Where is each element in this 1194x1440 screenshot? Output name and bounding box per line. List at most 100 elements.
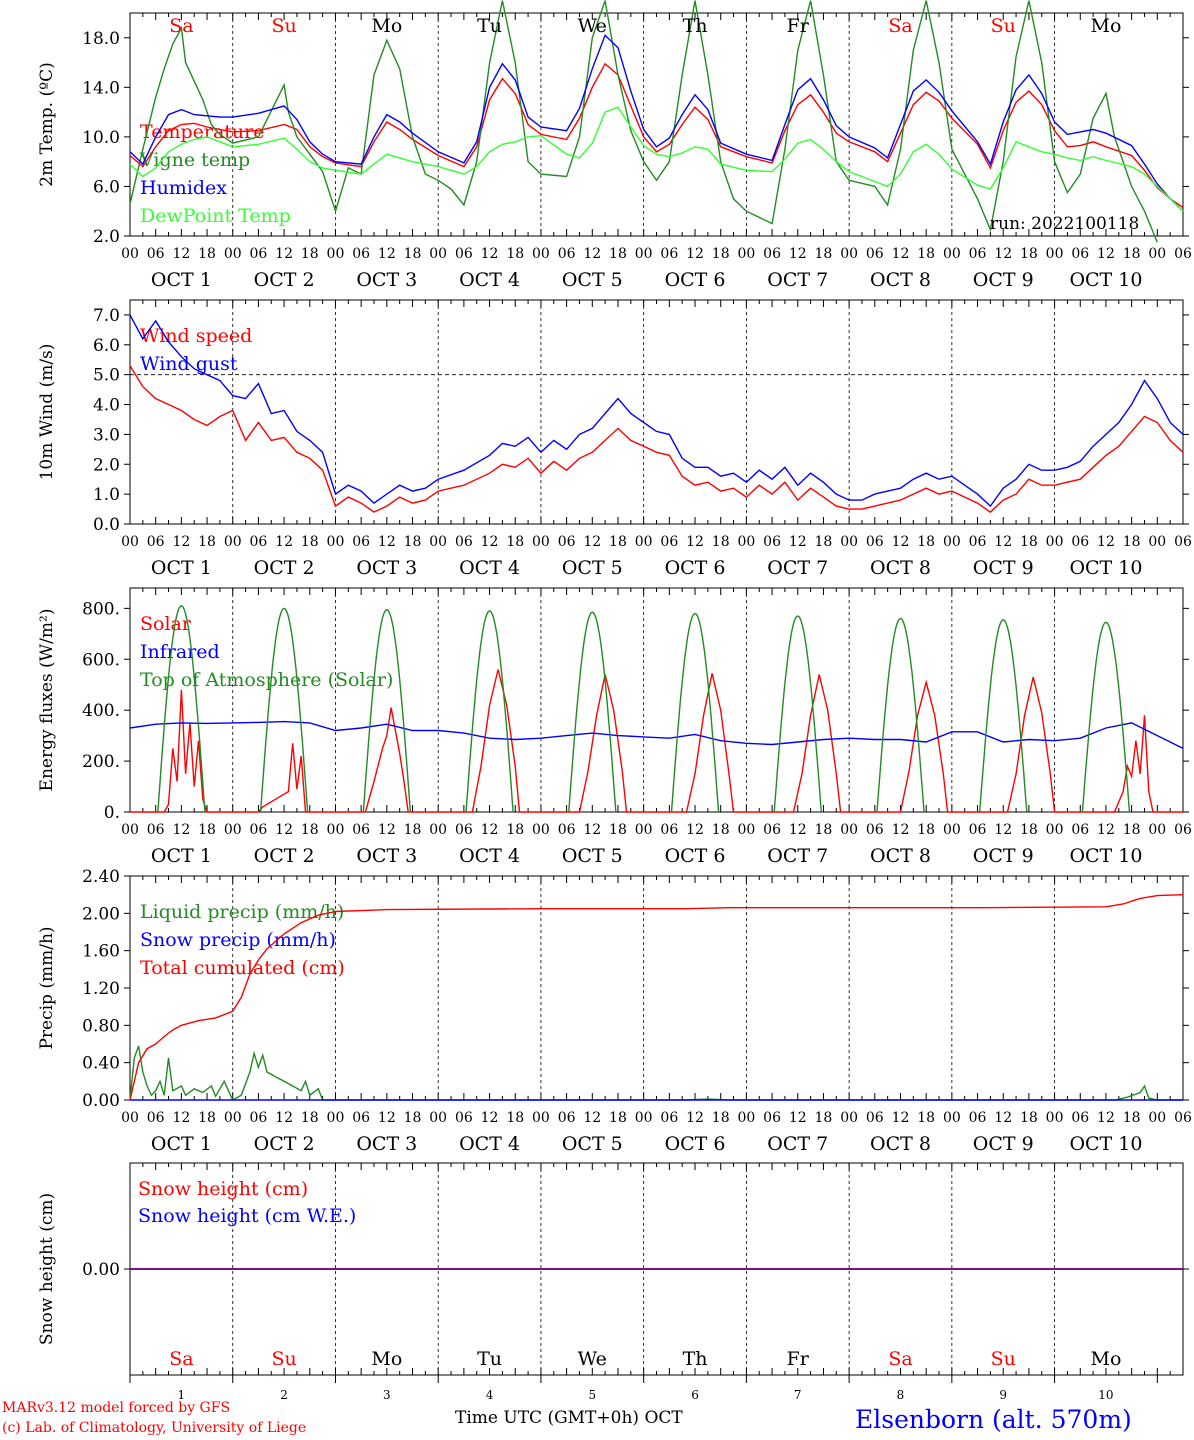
y-tick-label: 7.0 <box>93 306 120 326</box>
y-tick-label: 0.80 <box>82 1016 120 1036</box>
hour-tick-label: 18 <box>609 534 627 550</box>
day-date-label: OCT 3 <box>356 557 417 579</box>
hour-tick-label: 00 <box>429 822 447 838</box>
hour-tick-label: 18 <box>404 1110 422 1126</box>
hour-tick-label: 12 <box>481 822 499 838</box>
day-number-label: 7 <box>794 1388 802 1402</box>
hour-tick-label: 06 <box>866 534 884 550</box>
hour-tick-label: 00 <box>121 534 139 550</box>
day-date-label: OCT 8 <box>870 845 931 867</box>
hour-tick-label: 12 <box>481 534 499 550</box>
y-tick-label: 400. <box>82 701 120 721</box>
day-date-label: OCT 9 <box>973 269 1034 291</box>
hour-tick-label: 12 <box>892 822 910 838</box>
hour-tick-label: 00 <box>943 246 961 262</box>
hour-tick-label: 18 <box>404 822 422 838</box>
day-date-label: OCT 10 <box>1069 269 1142 291</box>
legend-entry: DewPoint Temp <box>140 205 291 227</box>
day-of-week-label: Sa <box>888 1348 912 1370</box>
day-date-label: OCT 3 <box>356 1133 417 1155</box>
hour-tick-label: 18 <box>609 822 627 838</box>
hour-tick-label: 18 <box>1020 246 1038 262</box>
day-date-label: OCT 7 <box>767 557 828 579</box>
hour-tick-label: 00 <box>532 246 550 262</box>
hour-tick-label: 00 <box>532 534 550 550</box>
day-number-label: 5 <box>588 1388 596 1402</box>
y-tick-label: 1.20 <box>82 979 120 999</box>
hour-tick-label: 00 <box>224 534 242 550</box>
hour-tick-label: 18 <box>917 1110 935 1126</box>
day-date-label: OCT 1 <box>151 1133 212 1155</box>
hour-tick-label: 00 <box>429 246 447 262</box>
hour-tick-label: 00 <box>943 534 961 550</box>
hour-tick-label: 18 <box>609 1110 627 1126</box>
day-date-label: OCT 6 <box>665 1133 726 1155</box>
hour-tick-label: 00 <box>635 246 653 262</box>
hour-tick-label: 06 <box>455 822 473 838</box>
hour-tick-label: 18 <box>815 1110 833 1126</box>
hour-tick-label: 06 <box>1174 534 1192 550</box>
hour-tick-label: 18 <box>198 534 216 550</box>
hour-tick-label: 00 <box>737 534 755 550</box>
day-date-label: OCT 6 <box>665 557 726 579</box>
day-of-week-label: Th <box>683 15 708 37</box>
hour-tick-label: 06 <box>660 822 678 838</box>
hour-tick-label: 18 <box>815 822 833 838</box>
hour-tick-label: 06 <box>866 1110 884 1126</box>
day-date-label: OCT 10 <box>1069 845 1142 867</box>
hour-tick-label: 06 <box>455 534 473 550</box>
hour-tick-label: 12 <box>1097 1110 1115 1126</box>
hour-tick-label: 12 <box>378 1110 396 1126</box>
hour-tick-label: 06 <box>660 534 678 550</box>
hour-tick-label: 06 <box>1174 822 1192 838</box>
hour-tick-label: 12 <box>994 822 1012 838</box>
hour-tick-label: 00 <box>840 1110 858 1126</box>
hour-tick-label: 12 <box>583 1110 601 1126</box>
day-date-label: OCT 5 <box>562 269 623 291</box>
hour-tick-label: 00 <box>840 822 858 838</box>
day-date-label: OCT 9 <box>973 845 1034 867</box>
hour-tick-label: 06 <box>866 246 884 262</box>
day-date-label: OCT 7 <box>767 269 828 291</box>
hour-tick-label: 06 <box>250 822 268 838</box>
hour-tick-label: 06 <box>1174 246 1192 262</box>
hour-tick-label: 00 <box>327 246 345 262</box>
hour-tick-label: 00 <box>1046 246 1064 262</box>
hour-tick-label: 18 <box>712 534 730 550</box>
legend-entry: Wind speed <box>140 325 252 347</box>
hour-tick-label: 12 <box>172 246 190 262</box>
hour-tick-label: 00 <box>224 1110 242 1126</box>
day-date-label: OCT 10 <box>1069 557 1142 579</box>
y-tick-label: 1.0 <box>93 485 120 505</box>
hour-tick-label: 12 <box>1097 534 1115 550</box>
day-date-label: OCT 1 <box>151 269 212 291</box>
hour-tick-label: 12 <box>583 534 601 550</box>
hour-tick-label: 06 <box>455 1110 473 1126</box>
y-axis-label: 2m Temp. (ºC) <box>37 62 57 187</box>
y-tick-label: 800. <box>82 599 120 619</box>
series-line-wind-speed <box>129 365 1184 513</box>
day-date-label: OCT 5 <box>562 1133 623 1155</box>
hour-tick-label: 18 <box>609 246 627 262</box>
day-of-week-label: Mo <box>1090 15 1121 37</box>
day-date-label: OCT 7 <box>767 845 828 867</box>
hour-tick-label: 18 <box>1020 1110 1038 1126</box>
hour-tick-label: 12 <box>275 246 293 262</box>
hour-tick-label: 06 <box>1071 1110 1089 1126</box>
hour-tick-label: 12 <box>481 1110 499 1126</box>
hour-tick-label: 18 <box>1123 534 1141 550</box>
hour-tick-label: 12 <box>378 534 396 550</box>
hour-tick-label: 18 <box>404 246 422 262</box>
hour-tick-label: 12 <box>892 246 910 262</box>
hour-tick-label: 06 <box>763 822 781 838</box>
panel-frame <box>129 299 1184 525</box>
y-tick-label: 6.0 <box>93 336 120 356</box>
hour-tick-label: 18 <box>917 534 935 550</box>
day-of-week-label: Su <box>271 15 296 37</box>
hour-tick-label: 12 <box>481 246 499 262</box>
hour-tick-label: 06 <box>558 246 576 262</box>
hour-tick-label: 12 <box>583 246 601 262</box>
hour-tick-label: 12 <box>1097 822 1115 838</box>
day-date-label: OCT 2 <box>254 1133 315 1155</box>
day-of-week-label: Mo <box>371 15 402 37</box>
